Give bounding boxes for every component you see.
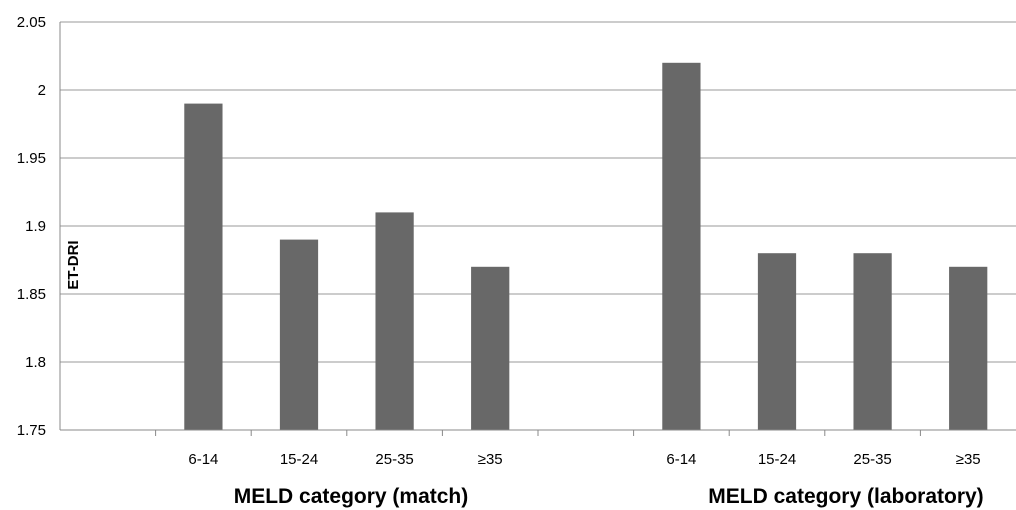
x-tick-label: 25-35 [375, 451, 413, 468]
x-tick-labels: 6-14 15-24 25-35 ≥35 6-14 15-24 25-35 ≥35 [188, 451, 980, 468]
y-axis-label: ET-DRI [65, 240, 82, 289]
bars [184, 62, 988, 431]
bar-laboratory-0 [662, 62, 701, 431]
bar-laboratory-1 [757, 253, 797, 430]
x-tick-label: 15-24 [280, 451, 318, 468]
x-tick-label: 6-14 [188, 451, 218, 468]
y-tick-label: 1.75 [17, 422, 46, 439]
y-tick-label: 1.8 [25, 354, 46, 371]
bar-match-1 [279, 239, 319, 430]
x-tick-label: 6-14 [666, 451, 696, 468]
y-tick-label: 1.9 [25, 218, 46, 235]
bar-laboratory-2 [853, 253, 892, 430]
x-group-label-laboratory: MELD category (laboratory) [708, 485, 983, 508]
y-tick-labels: 1.75 1.8 1.85 1.9 1.95 2 2.05 [17, 14, 46, 439]
x-tick-label: 15-24 [758, 451, 796, 468]
x-tick-marks [155, 430, 921, 436]
bar-match-2 [375, 212, 414, 430]
x-tick-label: ≥35 [478, 451, 503, 468]
x-tick-label: ≥35 [956, 451, 981, 468]
y-tick-label: 1.85 [17, 286, 46, 303]
bar-match-0 [184, 103, 223, 430]
y-tick-label: 2 [38, 82, 46, 99]
y-tick-label: 1.95 [17, 150, 46, 167]
bar-match-3 [471, 266, 510, 430]
x-tick-label: 25-35 [853, 451, 891, 468]
x-group-label-match: MELD category (match) [234, 485, 469, 508]
bar-laboratory-3 [949, 266, 988, 430]
y-tick-label: 2.05 [17, 14, 46, 31]
